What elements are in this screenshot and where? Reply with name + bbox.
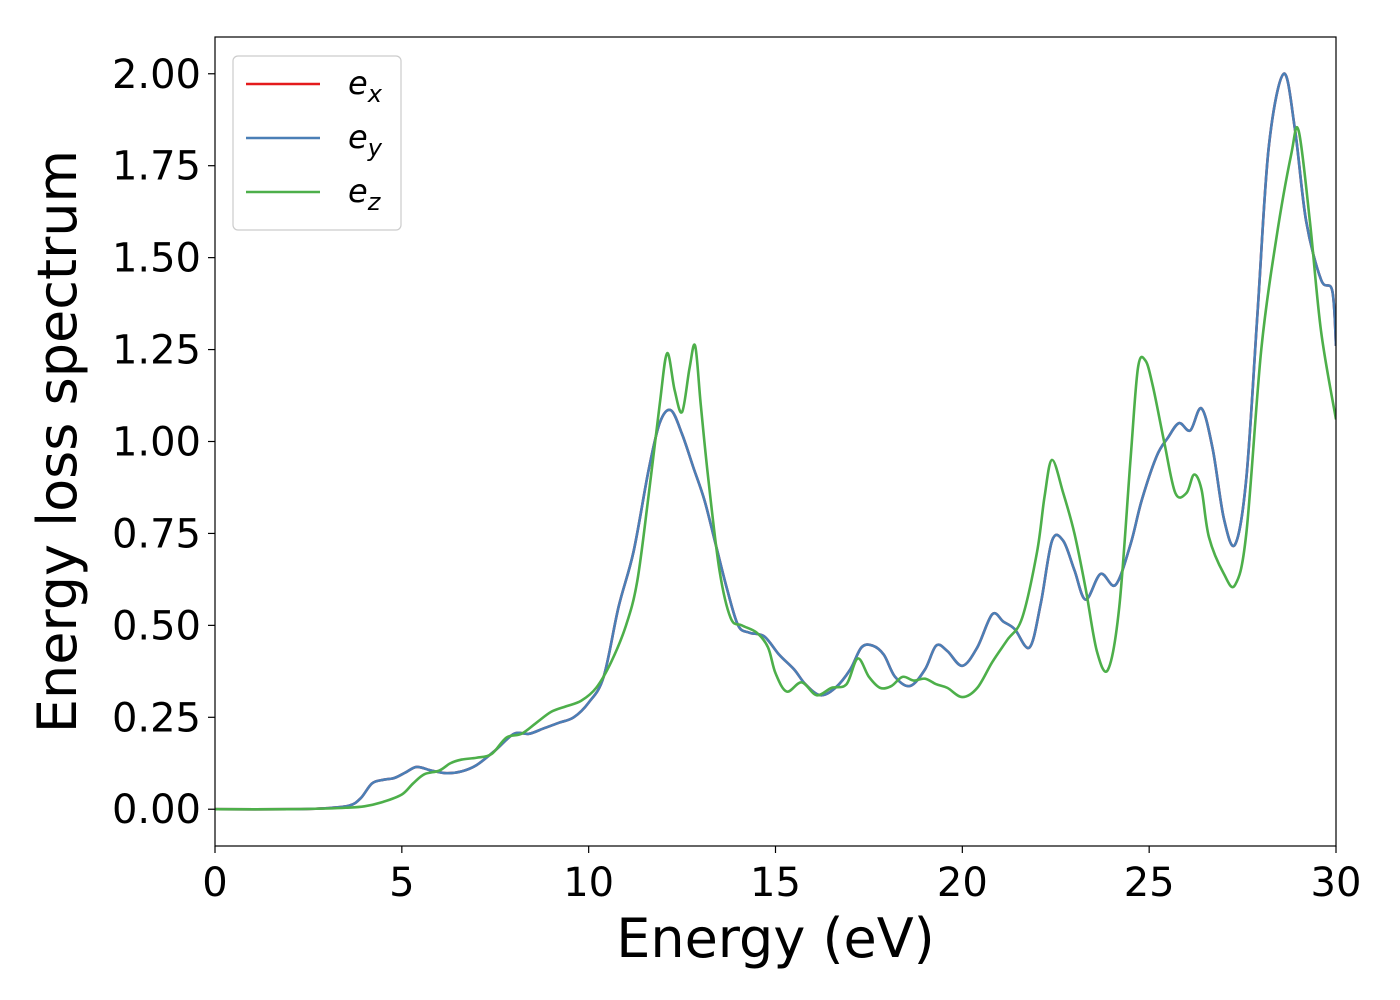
- x-tick-label: 5: [389, 860, 414, 906]
- y-tick-label: 0.00: [112, 787, 201, 833]
- x-tick-label: 10: [563, 860, 614, 906]
- legend-entry: ey: [348, 118, 383, 162]
- y-tick-label: 0.25: [112, 695, 201, 741]
- y-tick-label: 0.50: [112, 603, 201, 649]
- y-tick-label: 1.25: [112, 328, 201, 374]
- x-tick-label: 15: [750, 860, 801, 906]
- y-tick-label: 2.00: [112, 52, 201, 98]
- legend-entry: ex: [348, 64, 383, 108]
- y-tick-label: 1.50: [112, 236, 201, 282]
- y-tick-label: 0.75: [112, 511, 201, 557]
- y-axis-label: Energy loss spectrum: [26, 150, 89, 733]
- x-tick-label: 20: [937, 860, 988, 906]
- x-tick-label: 0: [202, 860, 227, 906]
- series-line-ez: [215, 126, 1336, 811]
- legend-box: [232, 55, 402, 231]
- x-axis: 0 5 10 15 20 25 30: [202, 846, 1361, 906]
- y-axis: 0.00 0.25 0.50 0.75 1.00 1.25 1.50 1.75 2.00: [112, 52, 215, 833]
- legend: ex ey ez: [232, 55, 402, 231]
- y-tick-label: 1.75: [112, 144, 201, 190]
- x-tick-label: 30: [1311, 860, 1362, 906]
- x-axis-label: Energy (eV): [616, 907, 935, 970]
- x-tick-label: 25: [1124, 860, 1175, 906]
- legend-entry: ez: [348, 172, 382, 216]
- series-layer: [215, 72, 1336, 811]
- y-tick-label: 1.00: [112, 420, 201, 466]
